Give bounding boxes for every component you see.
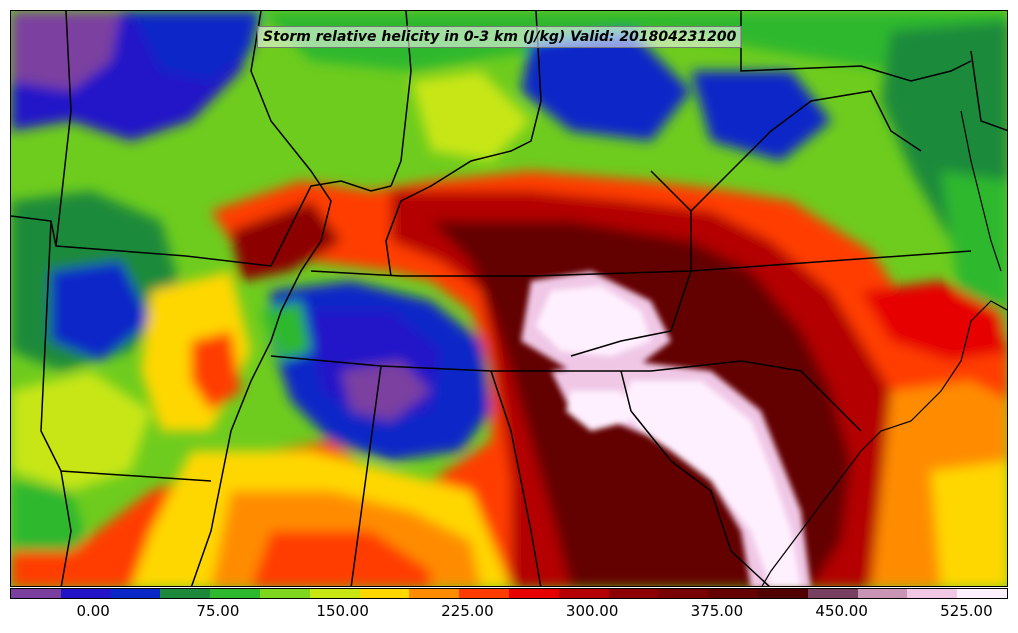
colorbar-segment bbox=[757, 589, 808, 598]
colorbar-segment bbox=[11, 589, 61, 598]
colorbar-segment bbox=[708, 589, 758, 598]
colorbar-segment bbox=[259, 589, 310, 598]
colorbar-segment bbox=[608, 589, 659, 598]
colorbar-tick-label: 525.00 bbox=[940, 602, 993, 620]
colorbar-segment bbox=[160, 589, 211, 598]
colorbar-segment bbox=[110, 589, 161, 598]
colorbar-tick-label: 225.00 bbox=[441, 602, 494, 620]
colorbar-segment bbox=[857, 589, 908, 598]
colorbar bbox=[10, 588, 1008, 599]
helicity-max-core bbox=[521, 271, 811, 586]
coastline bbox=[761, 110, 1007, 586]
colorbar-tick-label: 75.00 bbox=[196, 602, 240, 620]
colorbar-segment bbox=[60, 589, 111, 598]
map-area: Storm relative helicity in 0-3 km (J/kg)… bbox=[10, 10, 1008, 587]
colorbar-tick-label: 0.00 bbox=[76, 602, 110, 620]
map-title: Storm relative helicity in 0-3 km (J/kg)… bbox=[257, 26, 743, 48]
helicity-map bbox=[11, 11, 1007, 586]
colorbar-ticks: 0.00 75.00 150.00 225.00 300.00 375.00 450.00 5… bbox=[10, 602, 1008, 624]
colorbar-segment bbox=[309, 589, 360, 598]
colorbar-segment bbox=[210, 589, 260, 598]
colorbar-segment bbox=[907, 589, 958, 598]
colorbar-segment bbox=[658, 589, 709, 598]
state-borders bbox=[11, 11, 1007, 586]
colorbar-tick-label: 375.00 bbox=[690, 602, 744, 620]
colorbar-segment bbox=[807, 589, 858, 598]
colorbar-tick-label: 450.00 bbox=[815, 602, 868, 620]
colorbar-segment bbox=[508, 589, 559, 598]
colorbar-segment bbox=[409, 589, 460, 598]
colorbar-tick-label: 150.00 bbox=[316, 602, 369, 620]
colorbar-segment bbox=[957, 589, 1007, 598]
colorbar-segment bbox=[359, 589, 410, 598]
colorbar-segment bbox=[558, 589, 609, 598]
colorbar-segment bbox=[459, 589, 509, 598]
colorbar-tick-label: 300.00 bbox=[565, 602, 619, 620]
